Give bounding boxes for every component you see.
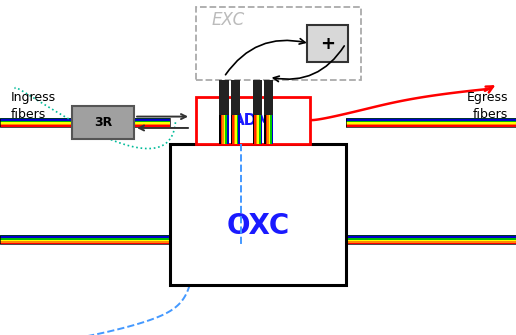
Bar bbox=[0, 237, 170, 238]
Bar bbox=[346, 235, 516, 244]
Bar bbox=[0, 119, 170, 121]
Bar bbox=[224, 115, 225, 144]
Bar bbox=[346, 122, 516, 124]
Bar bbox=[219, 115, 221, 144]
Bar bbox=[346, 240, 516, 241]
Bar bbox=[237, 115, 238, 144]
Text: EXC: EXC bbox=[212, 11, 245, 29]
Bar bbox=[234, 115, 235, 144]
Bar bbox=[0, 240, 170, 241]
Bar bbox=[0, 124, 170, 125]
Bar bbox=[0, 118, 170, 119]
Bar bbox=[221, 115, 222, 144]
Bar bbox=[346, 237, 516, 238]
Bar bbox=[0, 235, 170, 237]
Bar bbox=[231, 115, 232, 144]
Bar bbox=[225, 115, 227, 144]
Bar bbox=[256, 115, 257, 144]
Bar bbox=[0, 235, 170, 244]
Text: OXC: OXC bbox=[227, 212, 289, 240]
Bar bbox=[264, 115, 266, 144]
Text: ADM: ADM bbox=[233, 113, 272, 128]
Bar bbox=[253, 80, 262, 115]
Bar bbox=[0, 125, 170, 127]
Bar bbox=[0, 121, 170, 122]
Bar bbox=[346, 125, 516, 127]
Bar bbox=[0, 118, 170, 127]
Bar bbox=[0, 241, 170, 243]
Text: Ingress
fibers: Ingress fibers bbox=[10, 90, 55, 121]
Bar bbox=[196, 7, 361, 80]
Bar bbox=[346, 124, 516, 125]
Bar bbox=[270, 115, 272, 144]
Bar bbox=[346, 118, 516, 119]
Text: Egress
fibers: Egress fibers bbox=[467, 90, 508, 121]
Bar bbox=[261, 115, 262, 144]
Bar bbox=[266, 115, 267, 144]
Bar bbox=[257, 115, 259, 144]
Bar bbox=[0, 122, 170, 124]
Text: 3R: 3R bbox=[94, 116, 112, 129]
Bar bbox=[346, 121, 516, 122]
Bar bbox=[267, 115, 269, 144]
Bar bbox=[346, 243, 516, 244]
Bar bbox=[196, 97, 310, 144]
Bar bbox=[227, 115, 229, 144]
Bar bbox=[72, 106, 134, 139]
Bar bbox=[346, 119, 516, 121]
Bar bbox=[346, 238, 516, 240]
Bar bbox=[253, 115, 254, 144]
Bar bbox=[238, 115, 240, 144]
Bar bbox=[346, 235, 516, 237]
Bar bbox=[272, 115, 273, 144]
Bar bbox=[259, 115, 261, 144]
Bar bbox=[231, 80, 240, 115]
Bar bbox=[346, 118, 516, 127]
Bar bbox=[235, 115, 237, 144]
Bar bbox=[269, 115, 270, 144]
Text: +: + bbox=[320, 35, 335, 53]
Bar bbox=[0, 243, 170, 244]
Bar bbox=[346, 241, 516, 243]
Bar bbox=[0, 238, 170, 240]
Bar bbox=[219, 80, 229, 115]
Bar bbox=[264, 80, 273, 115]
Bar bbox=[254, 115, 256, 144]
Bar bbox=[232, 115, 234, 144]
Bar bbox=[222, 115, 224, 144]
FancyBboxPatch shape bbox=[307, 25, 348, 62]
Bar bbox=[170, 144, 346, 285]
